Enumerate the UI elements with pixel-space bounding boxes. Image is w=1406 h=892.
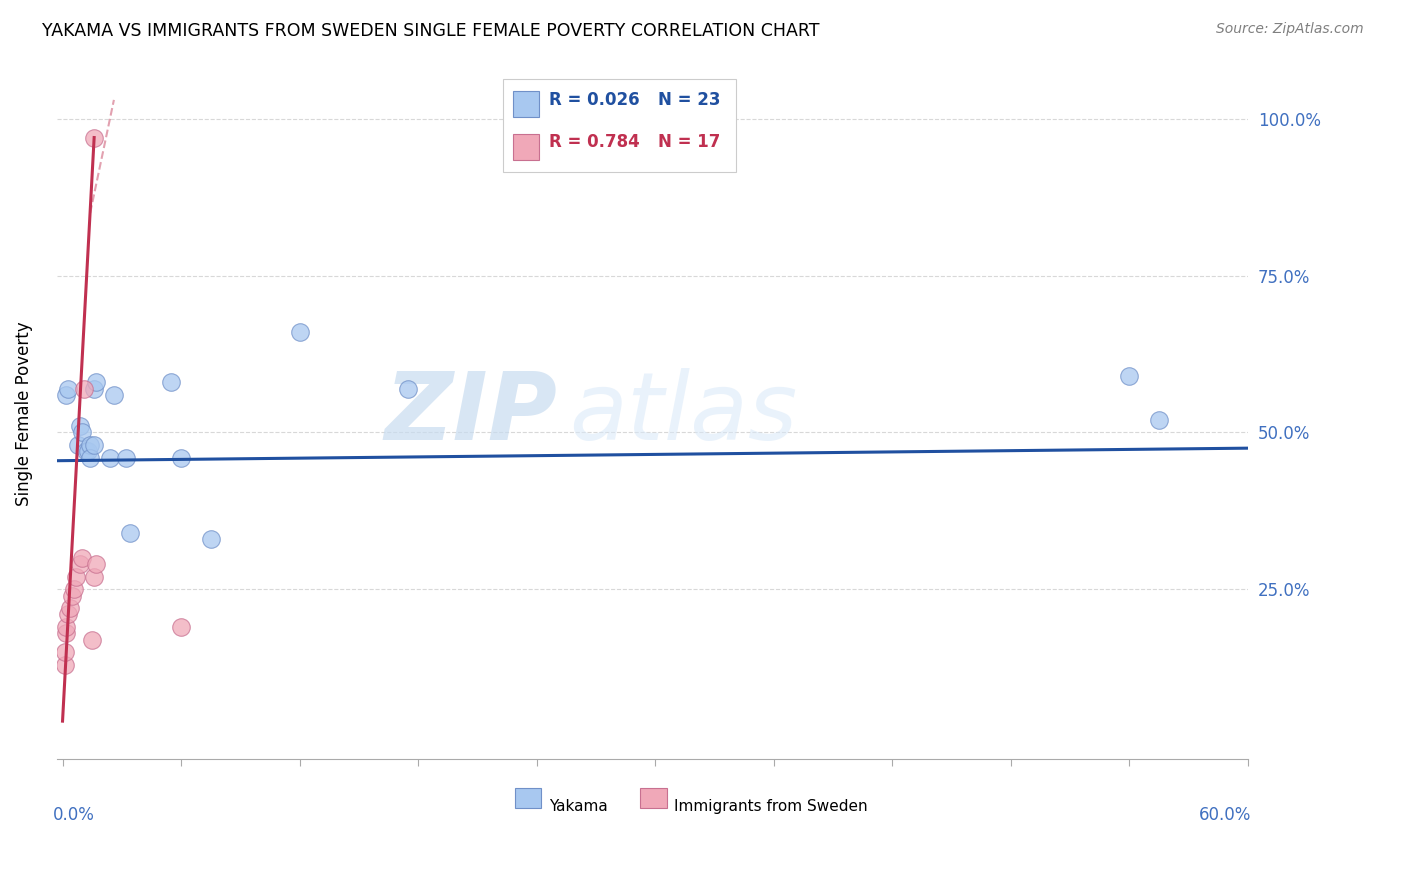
Point	[65, 570, 87, 584]
Point	[170, 620, 193, 634]
Point	[396, 382, 419, 396]
Point	[62, 589, 84, 603]
Text: YAKAMA VS IMMIGRANTS FROM SWEDEN SINGLE FEMALE POVERTY CORRELATION CHART: YAKAMA VS IMMIGRANTS FROM SWEDEN SINGLE …	[42, 22, 820, 40]
Point	[59, 601, 82, 615]
Point	[83, 382, 105, 396]
Point	[55, 620, 77, 634]
Point	[118, 525, 141, 540]
Point	[160, 376, 183, 390]
Point	[82, 632, 104, 647]
Point	[114, 450, 136, 465]
Point	[170, 450, 193, 465]
Text: Yakama: Yakama	[548, 799, 607, 814]
Point	[69, 419, 91, 434]
Point	[72, 425, 94, 440]
Text: R = 0.026: R = 0.026	[548, 91, 640, 110]
Y-axis label: Single Female Poverty: Single Female Poverty	[15, 321, 32, 506]
Bar	[640, 788, 666, 808]
Point	[73, 382, 96, 396]
Point	[53, 645, 76, 659]
Point	[53, 657, 76, 672]
Bar	[515, 788, 541, 808]
Point	[79, 450, 101, 465]
Point	[72, 551, 94, 566]
FancyBboxPatch shape	[503, 78, 735, 172]
Point	[98, 450, 121, 465]
Point	[103, 388, 125, 402]
Text: N = 23: N = 23	[658, 91, 721, 110]
Point	[79, 438, 101, 452]
Point	[75, 444, 97, 458]
Point	[1118, 369, 1140, 384]
Point	[58, 382, 80, 396]
Text: 0.0%: 0.0%	[53, 805, 96, 823]
Point	[69, 558, 91, 572]
Text: N = 17: N = 17	[658, 133, 721, 151]
Text: 60.0%: 60.0%	[1199, 805, 1251, 823]
Point	[63, 582, 86, 597]
Point	[55, 626, 77, 640]
Text: Immigrants from Sweden: Immigrants from Sweden	[673, 799, 868, 814]
Bar	[513, 91, 538, 117]
Point	[83, 130, 105, 145]
Bar	[513, 134, 538, 161]
Text: Source: ZipAtlas.com: Source: ZipAtlas.com	[1216, 22, 1364, 37]
Point	[58, 607, 80, 622]
Text: R = 0.784: R = 0.784	[548, 133, 640, 151]
Point	[288, 325, 311, 339]
Text: atlas: atlas	[569, 368, 797, 459]
Point	[83, 570, 105, 584]
Point	[84, 376, 107, 390]
Point	[83, 438, 105, 452]
Point	[67, 438, 90, 452]
Point	[55, 388, 77, 402]
Point	[84, 558, 107, 572]
Point	[1147, 413, 1170, 427]
Point	[77, 444, 100, 458]
Point	[200, 532, 222, 546]
Text: ZIP: ZIP	[384, 368, 557, 459]
